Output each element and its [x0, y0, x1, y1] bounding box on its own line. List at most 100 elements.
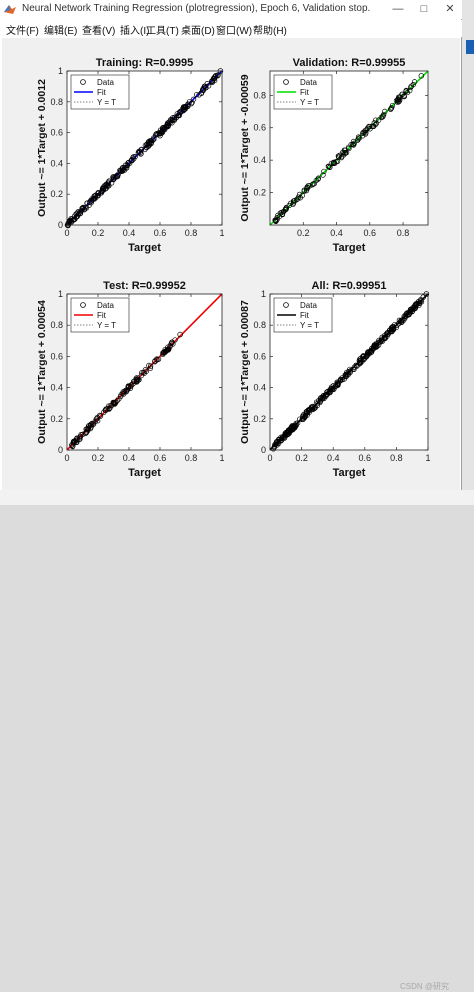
menu-view[interactable]: 查看(V): [82, 26, 116, 37]
menu-edit[interactable]: 编辑(E): [44, 26, 78, 37]
data-point: [388, 105, 394, 112]
data-point: [93, 416, 99, 422]
menu-tools[interactable]: 工具(T): [146, 26, 179, 37]
data-point: [301, 414, 307, 420]
y-tick-label: 0.2: [253, 188, 266, 198]
y-tick-label: 0.6: [50, 351, 63, 361]
y-tick-label: 0.6: [50, 128, 63, 138]
legend-fit-label: Fit: [300, 311, 310, 320]
data-point: [290, 198, 297, 204]
data-point: [169, 339, 175, 346]
plot-title: Training: R=0.9995: [96, 57, 194, 69]
data-point: [181, 104, 188, 110]
x-tick-label: 0: [64, 228, 69, 238]
x-tick-label: 0.4: [330, 228, 343, 238]
data-point: [131, 378, 138, 384]
plot-title: All: R=0.99951: [312, 280, 387, 292]
data-point: [381, 111, 387, 118]
menu-help[interactable]: 帮助(H): [253, 26, 287, 37]
background-window-strip: [462, 0, 474, 505]
data-point: [171, 117, 178, 123]
close-button[interactable]: ✕: [445, 3, 455, 15]
axes-box: [269, 70, 429, 226]
data-point: [360, 353, 367, 359]
y-tick-label: 0: [58, 220, 63, 230]
data-point: [404, 310, 410, 316]
y-tick-label: 0.8: [253, 320, 266, 330]
data-point: [370, 346, 376, 353]
x-axis-label: Target: [128, 467, 161, 479]
maximize-button[interactable]: □: [420, 3, 428, 15]
data-point: [361, 353, 367, 360]
x-tick-label: 1: [219, 228, 224, 238]
data-point: [380, 113, 386, 119]
data-point: [368, 349, 374, 355]
data-point: [168, 117, 174, 123]
data-point: [321, 394, 327, 400]
data-point: [120, 389, 126, 395]
data-point: [305, 407, 311, 413]
data-point: [141, 370, 147, 376]
subplot-1: 0 0.2 0.4 0.6 0.8 1 0 0.2 0.4 0.6 0.8 1 Training: R=…: [36, 57, 225, 254]
data-point: [154, 356, 160, 362]
data-point: [303, 187, 310, 194]
subplot-2: 0.2 0.4 0.6 0.8 0.2 0.4 0.6 0.8 Validation: R=0.…: [239, 57, 429, 254]
x-tick-label: 0: [64, 453, 69, 463]
data-point: [335, 382, 341, 388]
legend-identity-label: Y = T: [97, 321, 116, 330]
matlab-icon: [4, 5, 16, 14]
data-point: [190, 96, 197, 102]
y-axis-label: Output ~= 1*Target + 0.00054: [36, 300, 48, 444]
legend-data-label: Data: [300, 78, 317, 87]
x-tick-label: 0.8: [390, 453, 403, 463]
data-point: [67, 217, 73, 224]
data-point: [301, 188, 307, 194]
data-point: [328, 160, 335, 167]
data-point: [152, 358, 158, 364]
y-tick-label: 0.4: [50, 383, 63, 393]
minimize-button[interactable]: —: [392, 3, 404, 15]
menu-window[interactable]: 窗口(W): [216, 26, 253, 37]
data-point: [388, 328, 394, 335]
x-tick-label: 0.4: [123, 453, 136, 463]
data-point: [146, 139, 152, 145]
data-point: [278, 209, 285, 216]
data-point: [328, 384, 335, 390]
data-point: [311, 405, 317, 412]
data-point: [200, 87, 206, 94]
menu-insert[interactable]: 插入(I): [120, 26, 150, 37]
data-point: [138, 151, 144, 157]
y-tick-label: 0.2: [50, 414, 63, 424]
data-point: [153, 131, 159, 137]
data-point: [293, 420, 299, 427]
data-point: [92, 193, 98, 199]
background-tab-marker: [466, 40, 474, 54]
menu-desktop[interactable]: 桌面(D): [181, 26, 215, 37]
data-point: [270, 446, 277, 452]
menu-file[interactable]: 文件(F): [6, 26, 39, 37]
data-point: [341, 376, 347, 382]
y-tick-label: 0.8: [50, 97, 63, 107]
data-point: [203, 84, 209, 90]
data-point: [164, 120, 171, 126]
legend-data-marker: [283, 302, 289, 308]
data-point: [273, 218, 279, 225]
x-tick-label: 0.6: [364, 228, 377, 238]
x-tick-label: 0: [267, 453, 272, 463]
subplot-4: 0 0.2 0.4 0.6 0.8 1 0 0.2 0.4 0.6 0.8 1 All: R=0.999…: [239, 280, 431, 479]
data-point: [209, 77, 216, 84]
data-point: [314, 402, 321, 408]
data-point: [110, 399, 117, 406]
data-point: [321, 168, 327, 175]
data-point: [165, 123, 172, 129]
y-tick-label: 0: [261, 445, 266, 455]
data-point: [97, 412, 103, 419]
data-point: [106, 403, 112, 409]
y-tick-label: 0.8: [50, 320, 63, 330]
data-point: [125, 383, 132, 389]
data-point: [120, 165, 126, 171]
y-tick-label: 1: [58, 66, 63, 76]
data-point: [285, 431, 291, 437]
data-point: [119, 167, 125, 174]
data-point: [330, 160, 336, 166]
